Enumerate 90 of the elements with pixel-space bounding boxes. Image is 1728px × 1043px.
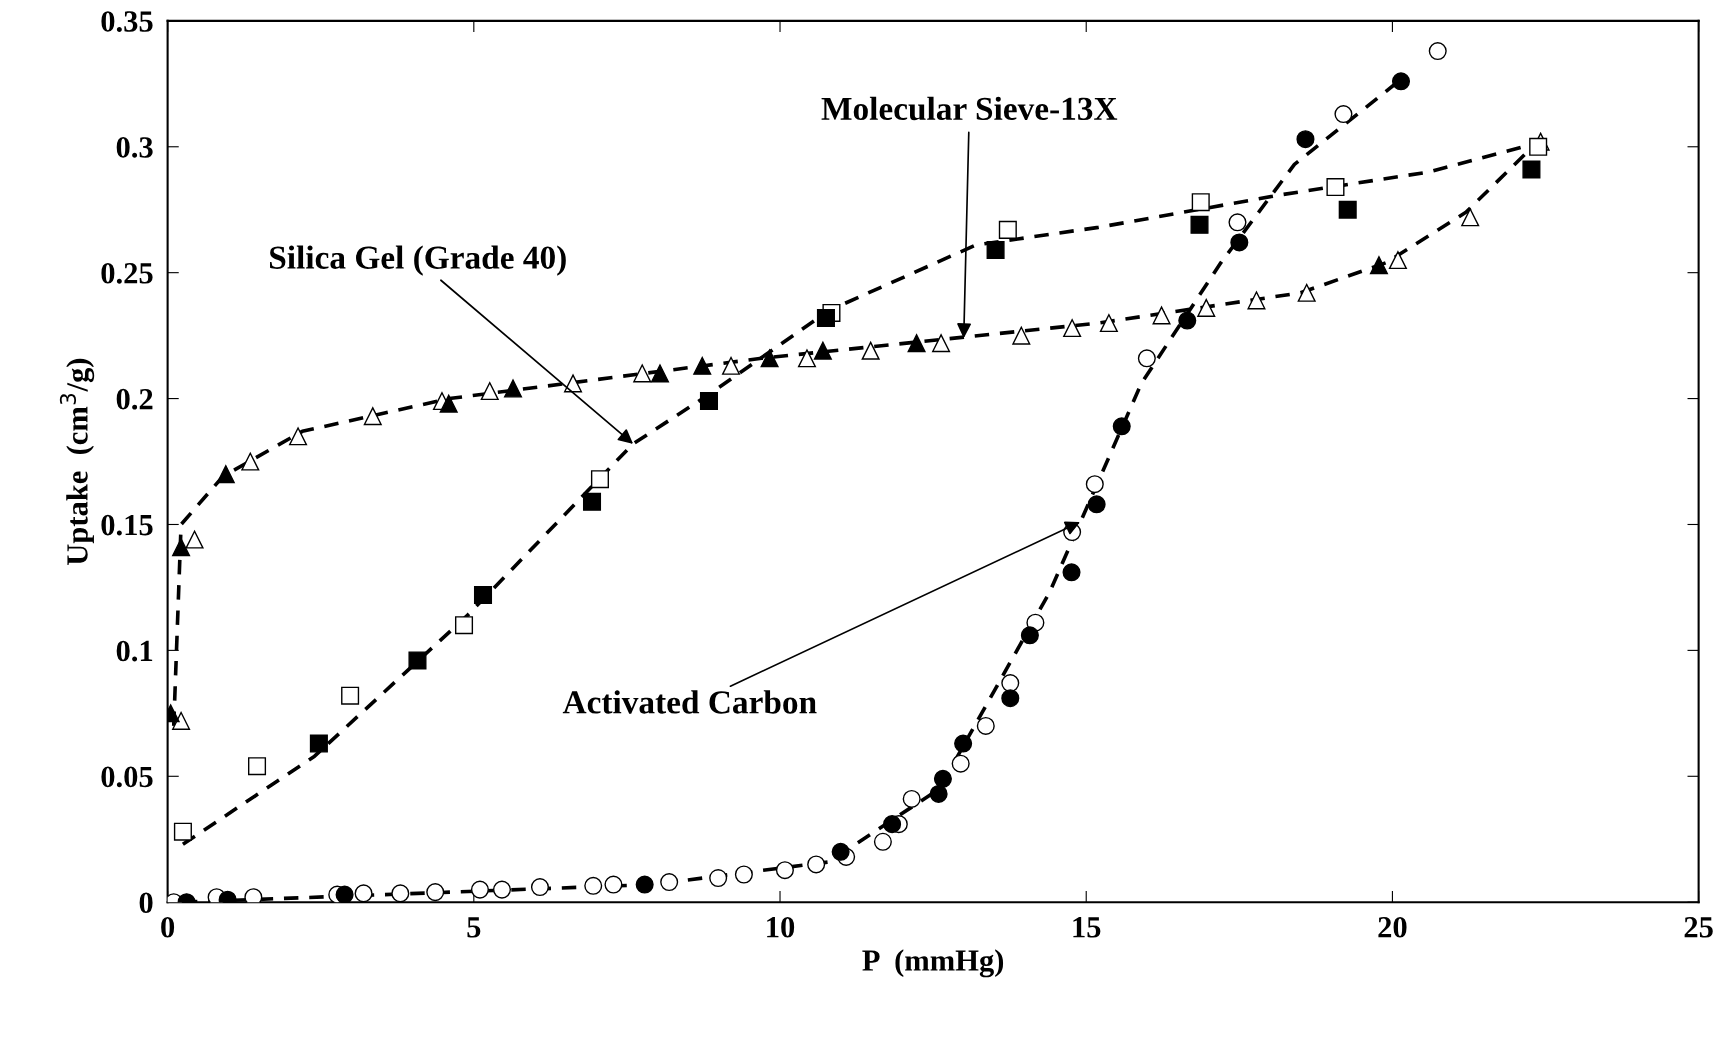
x-tick-label: 20	[1378, 916, 1407, 938]
y-tick-label: 0.05	[101, 766, 153, 788]
point	[998, 220, 1017, 239]
x-tick-label: 0	[161, 916, 175, 938]
point	[709, 868, 728, 888]
point	[1391, 72, 1411, 91]
point	[1522, 160, 1541, 179]
point	[883, 815, 902, 834]
point	[584, 876, 603, 895]
point	[1020, 626, 1039, 645]
point	[341, 686, 360, 705]
point	[426, 883, 445, 902]
point	[1297, 283, 1316, 302]
y-tick-label: 0	[139, 892, 153, 914]
point	[1230, 233, 1249, 252]
point	[660, 873, 679, 892]
point	[590, 470, 610, 489]
y-tick-label: 0.1	[116, 640, 153, 662]
annotation: Silica Gel (Grade 40)	[270, 245, 566, 276]
point	[816, 308, 835, 328]
point	[335, 885, 354, 903]
point	[1085, 475, 1104, 494]
point	[172, 538, 191, 557]
point	[1228, 213, 1247, 232]
x-tick-label: 15	[1073, 917, 1101, 938]
point	[986, 240, 1005, 260]
point	[1338, 200, 1357, 219]
point	[1326, 178, 1345, 197]
point	[1087, 495, 1106, 514]
y-tick-label: 0.15	[101, 514, 153, 536]
point	[693, 356, 712, 375]
point	[391, 884, 410, 903]
point	[247, 757, 267, 776]
point	[1062, 563, 1081, 582]
point	[929, 784, 948, 803]
point	[354, 884, 373, 903]
y-tick-label: 0.3	[116, 137, 153, 158]
point	[289, 427, 308, 446]
y-axis-title: Uptake (cm$^{3}$/g)	[59, 358, 95, 565]
point	[1112, 417, 1131, 436]
point	[861, 341, 880, 360]
point	[173, 822, 192, 841]
point	[1296, 130, 1315, 149]
y-tick-label: 0.25	[101, 262, 153, 284]
point	[760, 349, 779, 368]
point	[831, 842, 850, 861]
point	[650, 364, 670, 383]
point	[582, 492, 602, 511]
point	[1191, 193, 1210, 212]
point	[408, 651, 427, 670]
point	[216, 465, 235, 484]
point	[797, 349, 816, 368]
point	[1369, 256, 1388, 275]
point	[951, 754, 970, 773]
point	[933, 769, 952, 788]
point	[1152, 306, 1171, 325]
point	[530, 878, 549, 897]
point	[492, 880, 512, 899]
annotation: Activated Carbon	[562, 690, 817, 714]
point	[907, 334, 926, 353]
point	[454, 616, 474, 635]
point	[244, 888, 263, 903]
point	[635, 875, 654, 894]
point	[470, 880, 489, 899]
point	[734, 865, 753, 884]
x-tick-label: 10	[767, 916, 795, 938]
point	[439, 394, 458, 413]
point	[473, 585, 493, 605]
point	[503, 379, 523, 398]
annotation: Molecular Sieve-13X	[821, 96, 1118, 121]
point	[309, 734, 328, 753]
x-tick-label: 5	[467, 917, 481, 938]
point	[1197, 298, 1216, 317]
point	[604, 875, 623, 894]
point	[813, 341, 832, 360]
point	[1529, 137, 1548, 156]
x-axis-title: P (mmHg)	[862, 949, 1004, 978]
point	[954, 734, 973, 753]
point	[807, 855, 826, 874]
point	[1001, 689, 1020, 708]
point	[699, 392, 719, 411]
point	[363, 407, 382, 426]
point	[1247, 291, 1266, 310]
point	[1178, 311, 1197, 330]
point	[1190, 215, 1209, 234]
point	[1099, 314, 1118, 333]
y-tick-label: 0.2	[116, 388, 153, 410]
point	[932, 334, 951, 353]
x-tick-label: 25	[1684, 917, 1713, 938]
y-tick-label: 0.35	[101, 11, 153, 32]
